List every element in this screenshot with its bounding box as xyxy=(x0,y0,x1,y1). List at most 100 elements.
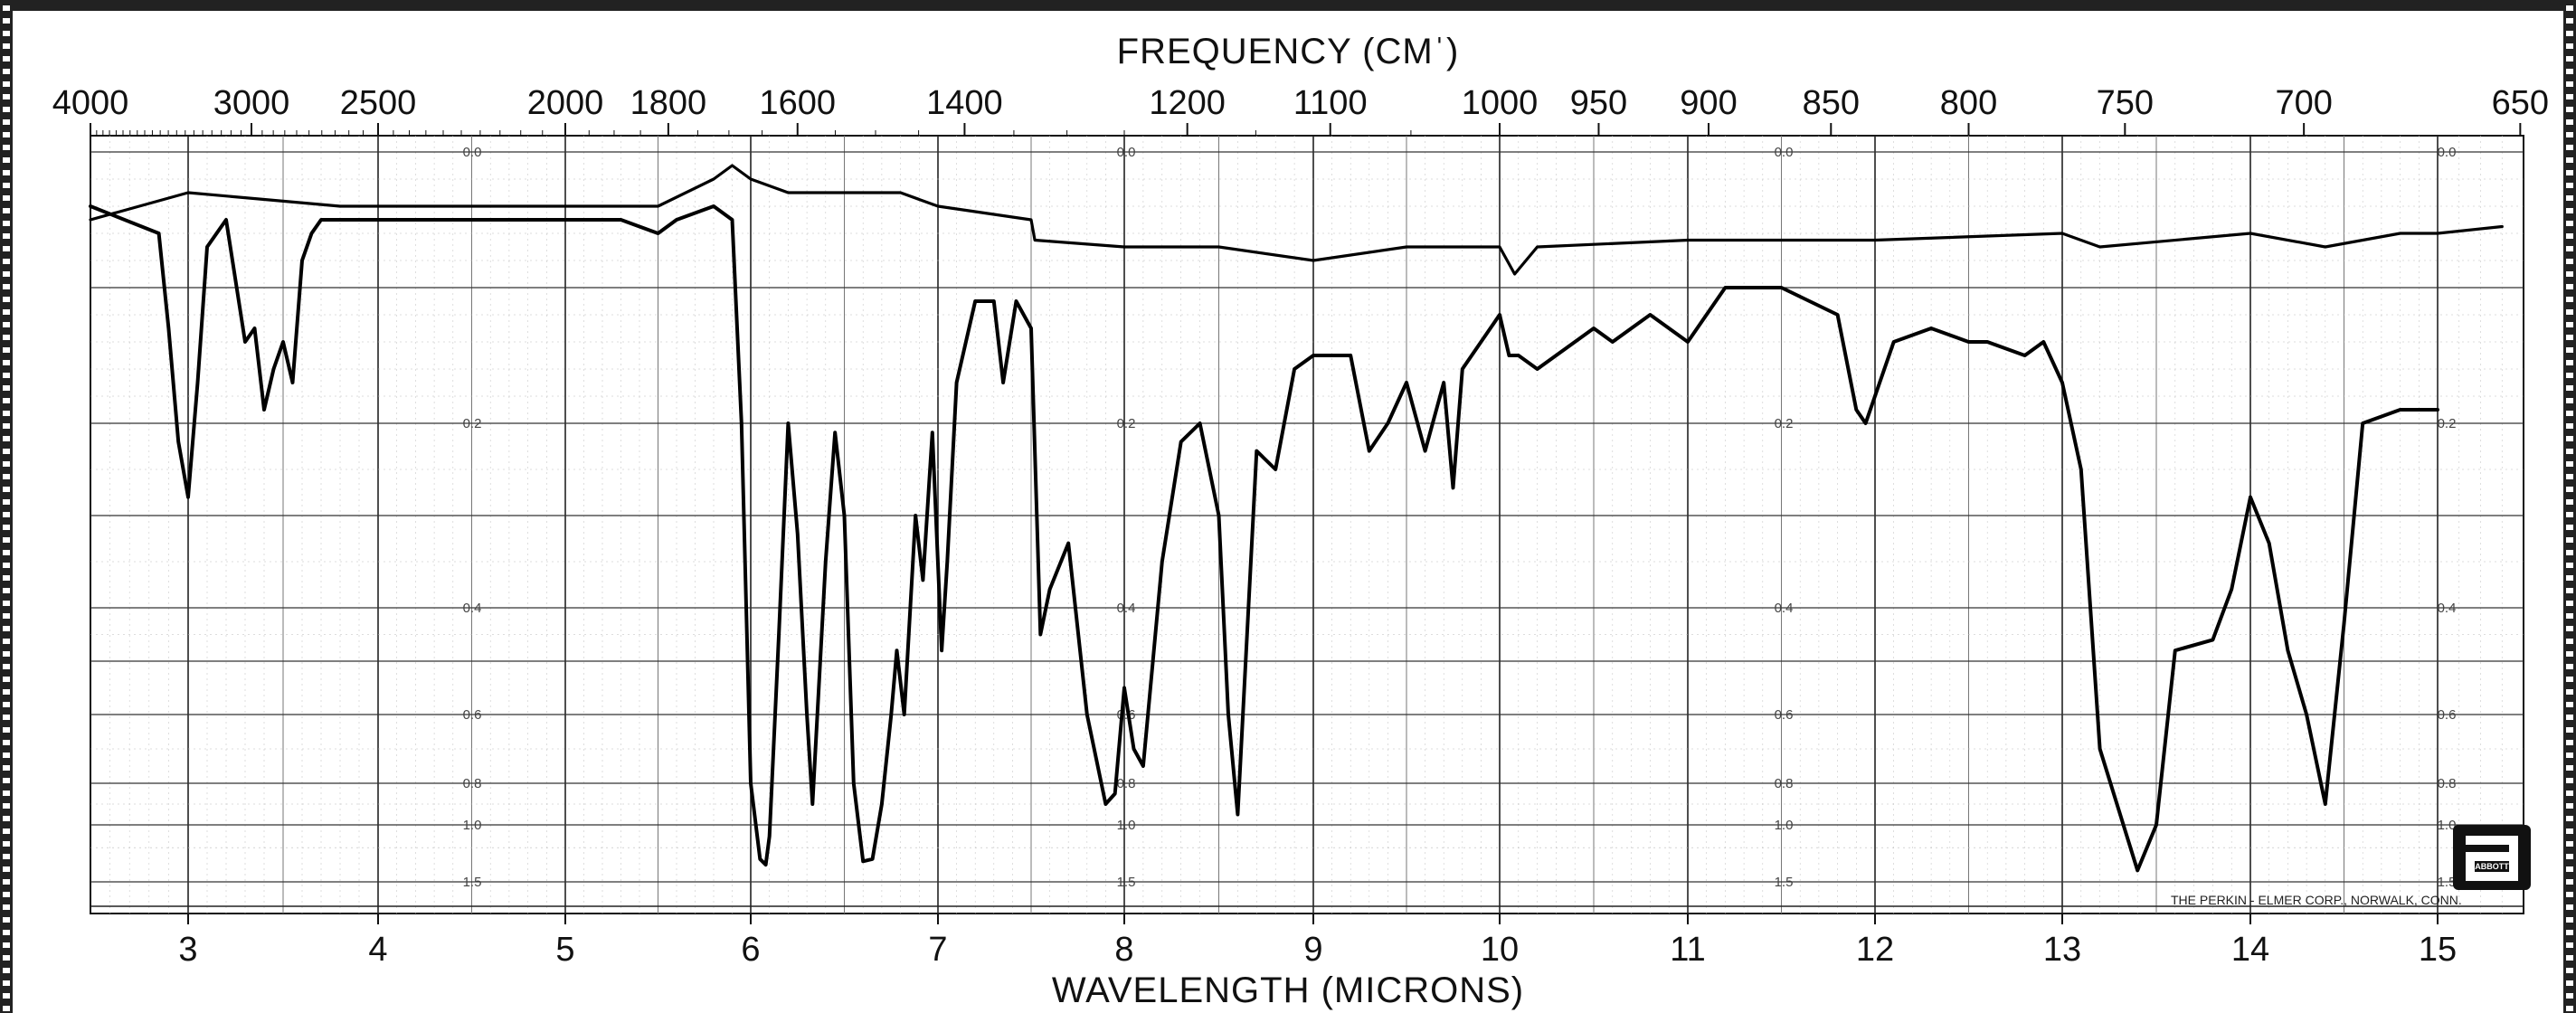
absorbance-tick-label: 0.8 xyxy=(463,776,482,791)
edge-perforation xyxy=(2566,423,2573,429)
edge-perforation xyxy=(3,854,10,859)
edge-perforation xyxy=(3,778,10,783)
wavelength-tick-label: 11 xyxy=(1670,931,1705,969)
edge-perforation xyxy=(2566,613,2573,619)
edge-perforation xyxy=(3,575,10,581)
edge-perforation xyxy=(3,866,10,872)
edge-perforation xyxy=(2566,968,2573,973)
absorbance-tick-label: 0.0 xyxy=(1775,145,1794,160)
right-edge-strip xyxy=(2563,0,2576,1013)
edge-perforation xyxy=(2566,461,2573,467)
edge-perforation xyxy=(2566,271,2573,277)
frequency-tick-label: 1800 xyxy=(630,84,707,122)
absorbance-tick-label: 0.4 xyxy=(1775,601,1794,616)
frequency-tick-label: 2000 xyxy=(527,84,604,122)
edge-perforation xyxy=(3,170,10,175)
edge-perforation xyxy=(2566,107,2573,112)
edge-perforation xyxy=(3,157,10,163)
absorbance-tick-label: 1.5 xyxy=(1775,875,1794,890)
edge-perforation xyxy=(2566,309,2573,315)
edge-perforation xyxy=(3,335,10,340)
edge-perforation xyxy=(3,639,10,644)
edge-perforation xyxy=(3,259,10,264)
edge-perforation xyxy=(2566,892,2573,897)
edge-perforation xyxy=(2566,499,2573,505)
edge-perforation xyxy=(3,474,10,479)
edge-perforation xyxy=(3,879,10,885)
edge-perforation xyxy=(2566,866,2573,872)
absorbance-tick-label: 0.6 xyxy=(463,707,482,723)
edge-perforation xyxy=(3,993,10,999)
edge-perforation xyxy=(3,18,10,24)
edge-perforation xyxy=(2566,233,2573,239)
wavelength-tick-label: 5 xyxy=(555,931,574,969)
edge-perforation xyxy=(3,284,10,289)
edge-perforation xyxy=(3,449,10,454)
edge-perforation xyxy=(2566,246,2573,251)
edge-perforation xyxy=(3,107,10,112)
edge-perforation xyxy=(3,689,10,695)
wavelength-tick-label: 8 xyxy=(1114,931,1133,969)
edge-perforation xyxy=(2566,69,2573,74)
edge-perforation xyxy=(2566,119,2573,125)
edge-perforation xyxy=(3,145,10,150)
edge-perforation xyxy=(3,360,10,365)
edge-perforation xyxy=(2566,132,2573,137)
edge-perforation xyxy=(2566,904,2573,910)
edge-perforation xyxy=(2566,157,2573,163)
edge-perforation xyxy=(3,297,10,302)
edge-perforation xyxy=(2566,259,2573,264)
edge-perforation xyxy=(3,94,10,99)
frequency-tick-label: 1600 xyxy=(759,84,836,122)
absorbance-tick-label: 0.4 xyxy=(463,601,482,616)
frequency-tick-label: 900 xyxy=(1680,84,1737,122)
absorbance-tick-label: 0.8 xyxy=(2438,776,2457,791)
edge-perforation xyxy=(2566,689,2573,695)
edge-perforation xyxy=(2566,550,2573,555)
edge-perforation xyxy=(3,221,10,226)
frequency-axis-title: FREQUENCY (CMˈ) xyxy=(1117,32,1460,71)
frequency-tick-label: 1100 xyxy=(1293,84,1368,122)
edge-perforation xyxy=(2566,828,2573,834)
absorbance-tick-label: 1.5 xyxy=(1117,875,1136,890)
edge-perforation xyxy=(3,765,10,771)
edge-perforation xyxy=(3,271,10,277)
absorbance-tick-label: 1.0 xyxy=(1117,818,1136,833)
edge-perforation xyxy=(2566,43,2573,49)
edge-perforation xyxy=(2566,791,2573,796)
edge-perforation xyxy=(3,892,10,897)
edge-perforation xyxy=(2566,841,2573,847)
edge-perforation xyxy=(2566,170,2573,175)
wavelength-tick-label: 14 xyxy=(2231,931,2269,969)
edge-perforation xyxy=(2566,18,2573,24)
edge-perforation xyxy=(3,613,10,619)
frequency-tick-label: 4000 xyxy=(52,84,129,122)
frequency-tick-label: 1200 xyxy=(1149,84,1226,122)
logo-text: ABBOTT xyxy=(2475,862,2509,871)
edge-perforation xyxy=(3,803,10,809)
edge-perforation xyxy=(3,1006,10,1011)
edge-perforation xyxy=(2566,753,2573,758)
edge-perforation xyxy=(3,208,10,213)
edge-perforation xyxy=(2566,1006,2573,1011)
wavelength-tick-label: 4 xyxy=(368,931,387,969)
reference-trace xyxy=(89,164,2504,276)
abbott-logo: ABBOTT xyxy=(2453,825,2531,890)
edge-perforation xyxy=(2566,854,2573,859)
absorbance-tick-label: 0.6 xyxy=(1775,707,1794,723)
frequency-tick-label: 2500 xyxy=(340,84,417,122)
top-edge-strip xyxy=(13,0,2563,11)
edge-perforation xyxy=(3,69,10,74)
edge-perforation xyxy=(3,980,10,986)
edge-perforation xyxy=(2566,512,2573,517)
edge-perforation xyxy=(3,791,10,796)
edge-perforation xyxy=(3,233,10,239)
edge-perforation xyxy=(2566,474,2573,479)
edge-perforation xyxy=(3,651,10,657)
frequency-tick-label: 650 xyxy=(2492,84,2549,122)
edge-perforation xyxy=(3,537,10,543)
edge-perforation xyxy=(2566,525,2573,530)
edge-perforation xyxy=(2566,537,2573,543)
